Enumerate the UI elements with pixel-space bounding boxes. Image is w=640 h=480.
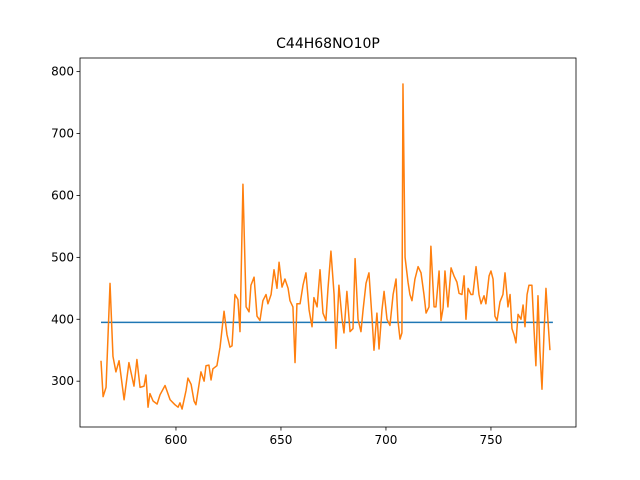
x-tick-label: 750	[480, 433, 503, 447]
y-tick-label: 300	[51, 374, 74, 388]
plot-frame	[79, 57, 577, 428]
data-line	[100, 83, 551, 410]
y-tick-label: 600	[51, 188, 74, 202]
x-tick-label: 700	[375, 433, 398, 447]
y-tick-label: 700	[51, 127, 74, 141]
y-tick-label: 400	[51, 312, 74, 326]
y-tick-label: 500	[51, 250, 74, 264]
y-tick-label: 800	[51, 65, 74, 79]
chart-title: C44H68NO10P	[276, 36, 380, 52]
x-tick-label: 650	[270, 433, 293, 447]
x-tick-label: 600	[165, 433, 188, 447]
